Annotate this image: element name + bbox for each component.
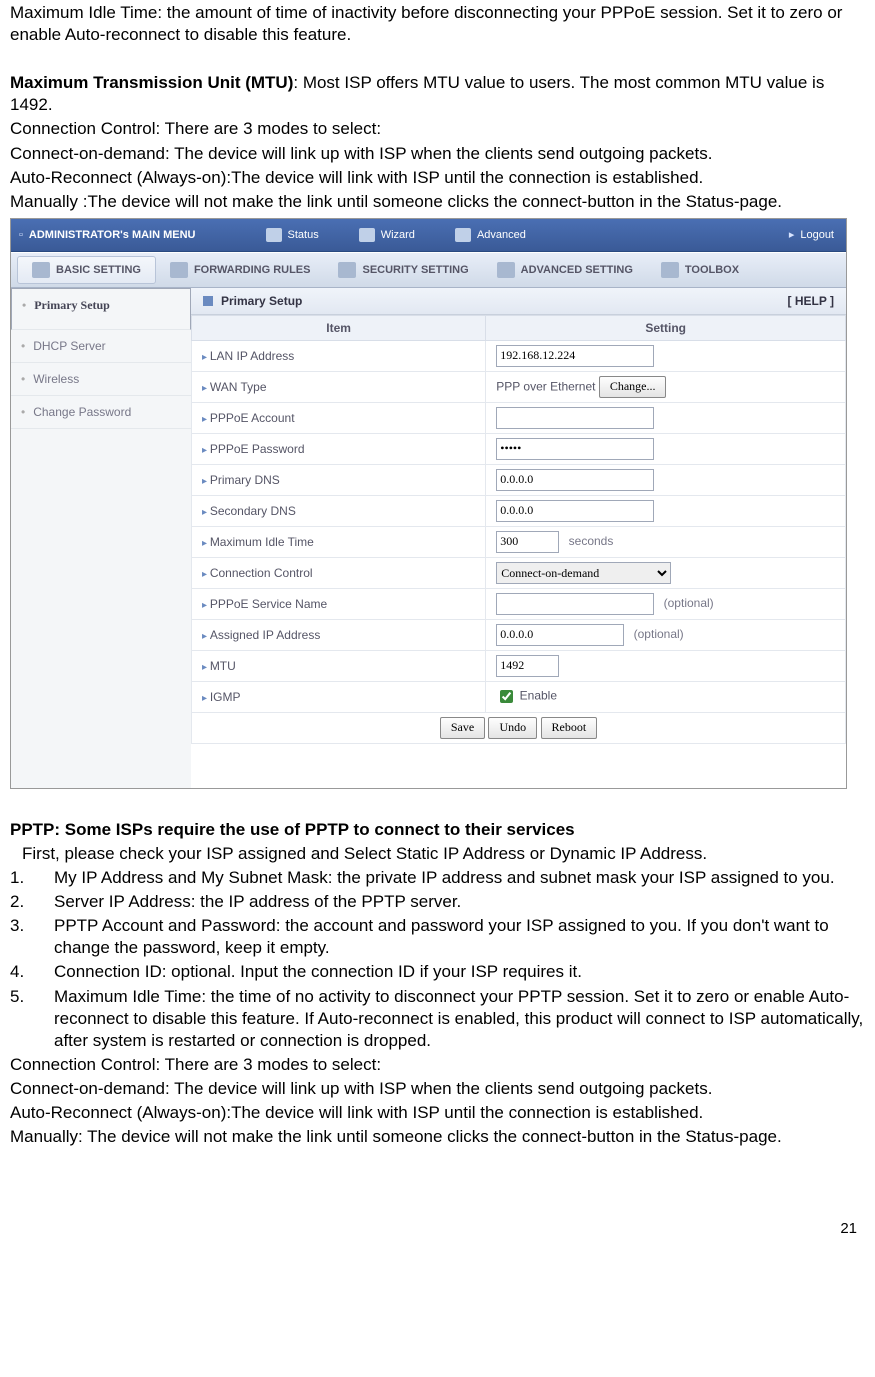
panel-bullet-icon [203,296,213,306]
row-igmp-label: IGMP [192,681,486,712]
row-assigned-ip-label: Assigned IP Address [192,619,486,650]
tab-toolbox[interactable]: TOOLBOX [647,257,753,283]
wan-type-value: PPP over Ethernet [496,379,595,393]
row-mtu-label: MTU [192,650,486,681]
menu-wizard[interactable]: Wizard [359,228,415,242]
wizard-icon [359,228,375,242]
col-item: Item [192,315,486,340]
row-primary-dns-label: Primary DNS [192,464,486,495]
row-service-name-label: PPPoE Service Name [192,588,486,619]
main-menu-bar: ▫ ADMINISTRATOR's MAIN MENU Status Wizar… [11,219,846,252]
menu-logout[interactable]: ▸Logout [789,228,834,241]
secondary-dns-input[interactable] [496,500,654,522]
router-admin-screenshot: ▫ ADMINISTRATOR's MAIN MENU Status Wizar… [10,218,847,789]
li-2: Server IP Address: the IP address of the… [54,891,865,913]
cc2-1: Connect-on-demand: The device will link … [10,1078,865,1100]
idle-time-input[interactable] [496,531,559,553]
tab-security-setting[interactable]: SECURITY SETTING [324,257,482,283]
cc2-3: Manually: The device will not make the l… [10,1126,865,1148]
li-3: PPTP Account and Password: the account a… [54,915,865,959]
col-setting: Setting [486,315,846,340]
advanced-icon [455,228,471,242]
cc-1: Connect-on-demand: The device will link … [10,143,865,165]
cc2-header: Connection Control: There are 3 modes to… [10,1054,865,1076]
lan-ip-input[interactable] [496,345,654,367]
sidebar-item-primary-setup[interactable]: Primary Setup [11,288,191,330]
advanced-setting-icon [497,262,515,278]
row-password-label: PPPoE Password [192,433,486,464]
row-connection-control-label: Connection Control [192,557,486,588]
tab-basic-setting[interactable]: BASIC SETTING [17,256,156,284]
forwarding-icon [170,262,188,278]
row-secondary-dns-label: Secondary DNS [192,495,486,526]
li-4: Connection ID: optional. Input the conne… [54,961,865,983]
optional-label-1: (optional) [664,596,714,610]
optional-label-2: (optional) [634,627,684,641]
sidebar-item-dhcp-server[interactable]: DHCP Server [11,330,191,363]
tab-advanced-setting[interactable]: ADVANCED SETTING [483,257,647,283]
sidebar-item-wireless[interactable]: Wireless [11,363,191,396]
cc2-2: Auto-Reconnect (Always-on):The device wi… [10,1102,865,1124]
tab-bar: BASIC SETTING FORWARDING RULES SECURITY … [11,252,846,288]
config-table: Item Setting LAN IP Address WAN Type PPP… [191,315,846,744]
li-5: Maximum Idle Time: the time of no activi… [54,986,865,1052]
cc-header: Connection Control: There are 3 modes to… [10,118,865,140]
admin-title: ADMINISTRATOR's MAIN MENU [29,229,196,241]
reboot-button[interactable]: Reboot [541,717,598,739]
seconds-label: seconds [569,534,614,548]
idle-paragraph: Maximum Idle Time: the amount of time of… [10,2,865,46]
primary-dns-input[interactable] [496,469,654,491]
change-wan-button[interactable]: Change... [599,376,667,398]
menu-advanced[interactable]: Advanced [455,228,526,242]
pptp-first-line: First, please check your ISP assigned an… [10,843,865,865]
mtu-input[interactable] [496,655,559,677]
mtu-label: Maximum Transmission Unit (MTU) [10,73,293,92]
cc-3: Manually :The device will not make the l… [10,191,865,213]
connection-control-select[interactable]: Connect-on-demand [496,562,671,584]
security-icon [338,262,356,278]
service-name-input[interactable] [496,593,654,615]
help-link[interactable]: [ HELP ] [788,294,834,308]
assigned-ip-input[interactable] [496,624,624,646]
menu-status[interactable]: Status [266,228,319,242]
status-icon [266,228,282,242]
row-account-label: PPPoE Account [192,402,486,433]
save-button[interactable]: Save [440,717,485,739]
pptp-heading: PPTP: Some ISPs require the use of PPTP … [10,819,865,841]
panel-header: Primary Setup [ HELP ] [191,288,846,315]
enable-label: Enable [520,689,557,703]
row-wan-label: WAN Type [192,371,486,402]
tab-forwarding-rules[interactable]: FORWARDING RULES [156,257,325,283]
sidebar-item-change-password[interactable]: Change Password [11,396,191,429]
row-lan-label: LAN IP Address [192,340,486,371]
page-number: 21 [0,1150,875,1245]
basic-icon [32,262,50,278]
sidebar: Primary Setup DHCP Server Wireless Chang… [11,288,191,788]
row-idle-label: Maximum Idle Time [192,526,486,557]
li-1: My IP Address and My Subnet Mask: the pr… [54,867,865,889]
cc-2: Auto-Reconnect (Always-on):The device wi… [10,167,865,189]
toolbox-icon [661,262,679,278]
igmp-checkbox[interactable] [500,690,513,703]
panel-title: Primary Setup [221,294,302,308]
pppoe-account-input[interactable] [496,407,654,429]
pppoe-password-input[interactable] [496,438,654,460]
undo-button[interactable]: Undo [488,717,537,739]
